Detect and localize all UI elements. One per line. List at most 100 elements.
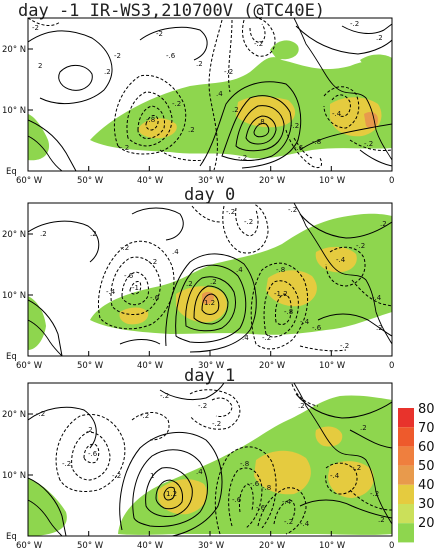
panel-1-contour-pos-9 [295, 25, 392, 55]
contour-label: -.2 [350, 20, 359, 28]
contour-label: -.4 [300, 318, 310, 326]
panel-2-contour-neg-5 [250, 262, 309, 350]
x-tick-label: 10° W [319, 176, 346, 186]
contour-label: -.2 [288, 206, 297, 214]
contour-label: 1.2 [166, 490, 177, 498]
contour-label: -.6 [232, 496, 242, 504]
colorbar-swatch [398, 427, 414, 447]
panel-2-shade-30-main [90, 213, 392, 335]
colorbar-label: 80 [418, 402, 435, 417]
panel-1-contour-pos-8 [299, 123, 392, 151]
contour-label: -.2 [364, 140, 373, 148]
contour-label: -.6 [88, 450, 98, 458]
panel-1-contour-pos-7 [58, 65, 93, 91]
panel-3-contour-pos-1 [119, 431, 223, 536]
contour-label: .2 [196, 60, 203, 68]
panel-1-shade-50 [364, 112, 378, 128]
x-tick-label: 20° W [259, 361, 286, 371]
contour-label: -.2 [120, 244, 129, 252]
y-tick-label: 20° N [2, 410, 26, 420]
y-tick-label: 20° N [2, 45, 26, 55]
contour-label: .2 [104, 68, 111, 76]
panel-3-coastline-sa [28, 499, 63, 536]
panel-2-contours-neg [97, 203, 392, 352]
panel-2-contour-neg-11 [351, 279, 392, 307]
panel-2-shade-40-c [119, 307, 149, 325]
panel-3-contour-neg-11 [131, 412, 170, 441]
contour-label: .2 [360, 424, 367, 432]
contour-label: -.2 [224, 68, 233, 76]
panel-2-ticks [27, 233, 393, 356]
contour-label: -.2 [112, 472, 121, 480]
panel-2-contour-neg-8 [222, 203, 269, 254]
contour-label: -.2 [290, 122, 299, 130]
panel-1-coastline-sa [28, 135, 63, 171]
contour-label: .2 [378, 516, 385, 524]
panel-1-contour-neg-7 [242, 18, 276, 57]
contour-label: -.6 [166, 52, 176, 60]
contour-label: -2 [32, 24, 39, 32]
contour-label: -.6 [150, 294, 160, 302]
contour-label: 1.2 [204, 299, 215, 307]
panel-2-contour-pos-5 [201, 293, 220, 315]
panel-3-contours-neg [55, 383, 392, 535]
panel-1-contour-neg-4 [145, 115, 159, 131]
x-tick-label: 20° W [259, 176, 286, 186]
y-tick-label: Eq [6, 167, 17, 177]
panel-3-contour-pos-2 [132, 449, 208, 527]
contour-label: .4 [216, 90, 223, 98]
panel-2-contour-pos-11 [119, 339, 161, 345]
colorbar-swatch [398, 446, 414, 466]
colorbar-swatches [398, 408, 414, 543]
contour-label: .2 [210, 278, 217, 286]
contour-label: -.4 [332, 110, 342, 118]
x-tick-label: 0 [389, 176, 394, 186]
contour-label: -.4 [336, 256, 346, 264]
contour-label: -.6 [124, 272, 134, 280]
panel-2-contour-neg-1 [97, 240, 175, 330]
panel-1-contour-neg-9 [285, 129, 323, 169]
panel-3-contour-pos-3 [145, 467, 193, 517]
panel-1-contour-pos-11 [341, 23, 392, 34]
panel-2-contour-neg-9 [235, 207, 259, 237]
y-tick-label: 10° N [2, 106, 26, 116]
panel-2-contour-neg-2 [110, 256, 161, 315]
x-tick-label: 60° W [16, 361, 43, 371]
panel-2-contour-neg-13 [299, 345, 347, 352]
contour-label: -.6 [250, 480, 260, 488]
panel-1-contours [28, 23, 392, 171]
panel-3-contour-neg-5 [228, 467, 263, 529]
contour-label: -.2 [172, 100, 181, 108]
panel-1-shade-30-north [270, 40, 299, 60]
colorbar-label: 70 [418, 421, 435, 436]
colorbar-swatch [398, 484, 414, 504]
x-tick-label: 50° W [77, 176, 104, 186]
panel-1-contour-neg-5 [208, 19, 223, 171]
contour-label: -.2 [120, 144, 129, 152]
contour-label: -.2 [238, 154, 247, 162]
contour-label: .4 [236, 266, 243, 274]
panel-3-shade-30-west [28, 478, 67, 536]
panel-3-contour-neg-4 [214, 446, 277, 535]
panel-1-contours-neg [28, 18, 392, 171]
panel-1-ticks [27, 48, 393, 171]
panel-2-contour-labels: .2 -.2 -.2 -.6 -.4 -.6 -1 .4 -.2 -.2 .4 … [40, 206, 387, 350]
panel-3-map: -.2 -.2 -.2 -.2 -.6 -.2 -.2 -.2 -.8 1 -.… [28, 383, 392, 536]
contour-label: .2 [86, 426, 93, 434]
contour-label: 2 [38, 62, 42, 70]
contour-label: 1 [150, 472, 154, 480]
panel-2-contours [28, 207, 392, 356]
panel-2-shade-40-d [315, 246, 357, 273]
panel-3-contour-pos-11 [349, 429, 392, 449]
panel-1-contour-neg-12 [331, 94, 351, 117]
panel-1-title: day -1 IR-WS3,210700V (@TC40E) [18, 1, 325, 21]
panel-2-contour-pos-1 [165, 253, 257, 353]
panel-2-title: day 0 [184, 185, 235, 205]
panel-3-shade-40-b [254, 450, 311, 495]
panel-3-contour-labels: -.2 -.2 -.2 -.2 -.6 -.2 -.2 -.2 -.8 1 -.… [36, 392, 385, 528]
contour-label: .2 [376, 34, 383, 42]
panel-3-ticks [27, 413, 393, 536]
colorbar-label: 20 [418, 516, 435, 531]
panel-2-contour-pos-9 [317, 313, 392, 337]
panel-1-contour-pos-5 [253, 123, 270, 138]
